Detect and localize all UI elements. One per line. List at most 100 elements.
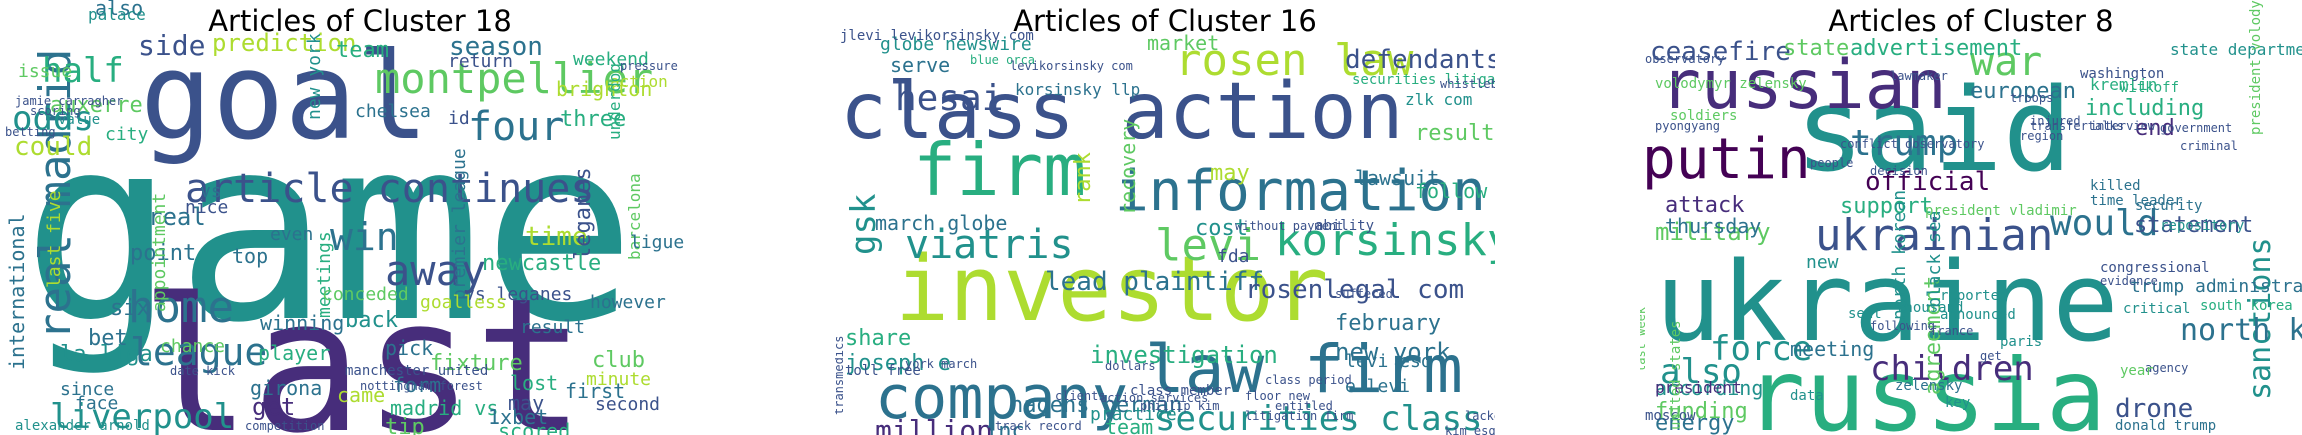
cluster-8-panel: Articles of Cluster 8 said ukraine russia r… [1640, 0, 2302, 435]
cloud-word: floor new [1245, 389, 1311, 403]
cloud-word: phillip kim [1140, 399, 1219, 413]
cloud-word: team [336, 38, 389, 63]
cloud-word: return [448, 51, 513, 72]
cloud-word: top [232, 244, 268, 268]
cloud-word: without payment [1235, 219, 1343, 233]
cloud-word: march globe [875, 211, 1007, 235]
cloud-word: alexander arnold [15, 418, 150, 434]
cloud-word: win [330, 215, 399, 259]
cloud-word: paris [2000, 334, 2042, 350]
cloud-word: may [508, 391, 544, 415]
cloud-word: player [258, 341, 330, 365]
cloud-word: pressure [620, 59, 678, 73]
cloud-word: scored [498, 419, 570, 435]
cloud-word: goalless [420, 292, 507, 313]
cloud-word: south korea [2200, 298, 2293, 314]
cloud-word: joseph e [845, 351, 951, 376]
cloud-word: energy [1655, 411, 1734, 435]
cloud-word: brighton [556, 77, 652, 101]
cloud-word: volodymyr zelensky [1655, 76, 1807, 92]
cloud-word: club [592, 348, 645, 373]
cloud-word: season [449, 32, 543, 62]
cloud-word: follow [1415, 179, 1488, 203]
cloud-word: date kick [170, 364, 236, 378]
cloud-word: support [1840, 194, 1933, 219]
cloud-word: however [590, 292, 666, 313]
cloud-word: nottingham forest [360, 379, 483, 393]
cloud-word: real madrid [30, 49, 81, 340]
cloud-word: appointment [149, 193, 170, 312]
cloud-word: end [2135, 116, 2175, 141]
cloud-word: reported [1940, 288, 2007, 304]
cloud-word: recovery [1116, 119, 1140, 215]
cloud-word: also [1660, 352, 1742, 392]
cloud-word: state department [2170, 40, 2302, 59]
cloud-word: million [875, 414, 993, 435]
cloud-word: six [110, 296, 150, 321]
cloud-word: jamie carragher [15, 94, 123, 108]
cloud-word: winning [260, 311, 344, 335]
cloud-word: killed [2090, 178, 2141, 194]
cloud-word: north korean [1889, 190, 1910, 320]
cloud-word: la liga [60, 342, 153, 367]
cloud-word: globe newswire [880, 34, 1032, 55]
cloud-word: issue [18, 61, 72, 82]
cloud-word: statement [2134, 213, 2253, 238]
cloud-word: auxerre [50, 93, 143, 118]
cloud-word: action [610, 72, 668, 91]
cloud-word: ukraine [1655, 238, 2119, 366]
panel-title: Articles of Cluster 18 [208, 4, 512, 38]
cloud-word: injured [2030, 114, 2081, 128]
cloud-word: team [1105, 415, 1153, 435]
cloud-word: entitled [1275, 399, 1333, 413]
cloud-word: sanctions [2243, 237, 2278, 400]
cloud-word: chance [160, 336, 225, 357]
cloud-word: year [2120, 363, 2154, 379]
cloud-word: back [345, 308, 398, 333]
cloud-word: underdog [605, 63, 624, 140]
cloud-word: donald trump [2115, 418, 2216, 434]
cloud-word: point [130, 241, 196, 266]
cloud-word: article continues [185, 166, 594, 212]
cloud-word: russian [1660, 46, 1947, 125]
cloud-word: attack [1665, 193, 1744, 218]
cloud-word: girona [250, 376, 322, 400]
cloud-word: last week [1640, 306, 1648, 372]
cloud-word: jlevi levikorsinsky com [840, 28, 1034, 44]
panel-title: Articles of Cluster 16 [1013, 4, 1317, 38]
cloud-word: people [1810, 156, 1853, 170]
cloud-word: criminal [2180, 139, 2238, 153]
cloud-word: hagens berman [1010, 393, 1182, 418]
cloud-word: value [58, 112, 100, 128]
cloud-word: palace [88, 5, 146, 24]
cloud-word: key [1945, 395, 1970, 411]
cloud-word: drone [2115, 394, 2193, 424]
cloud-word: rank [1071, 152, 1096, 205]
cloud-word: leganes [571, 167, 596, 260]
cloud-word: barcelona [625, 173, 644, 260]
cloud-word: president vladimir [1925, 203, 2077, 219]
cloud-word: decision [1870, 164, 1928, 178]
cloud-word: law firm [1145, 331, 1463, 408]
cloud-word: lacked [1465, 409, 1495, 423]
cloud-word: york march [905, 357, 977, 371]
cloud-word: lawmaker [1890, 69, 1948, 83]
cloud-word: levikorsinsky com [1010, 59, 1133, 73]
cloud-word: witkoff [2120, 80, 2179, 96]
cloud-word: investor [895, 237, 1328, 342]
cloud-word: february [1335, 311, 1441, 336]
cloud-word: new york [304, 33, 325, 120]
cloud-word: trump [1850, 123, 1958, 164]
cloud-word: european [1970, 79, 2076, 104]
cloud-word: president [1655, 378, 1742, 397]
cloud-word: inc [985, 419, 1025, 435]
cloud-word: washington [2080, 66, 2164, 82]
cloud-word: fda [1217, 246, 1250, 267]
cloud-word: away [385, 246, 486, 295]
cloud-word: securities class [1155, 399, 1483, 435]
cloud-word: interview [2090, 119, 2156, 133]
cloud-word: agreement [1921, 276, 1946, 395]
cloud-word: second [595, 394, 660, 415]
cloud-word: serve [890, 53, 950, 77]
